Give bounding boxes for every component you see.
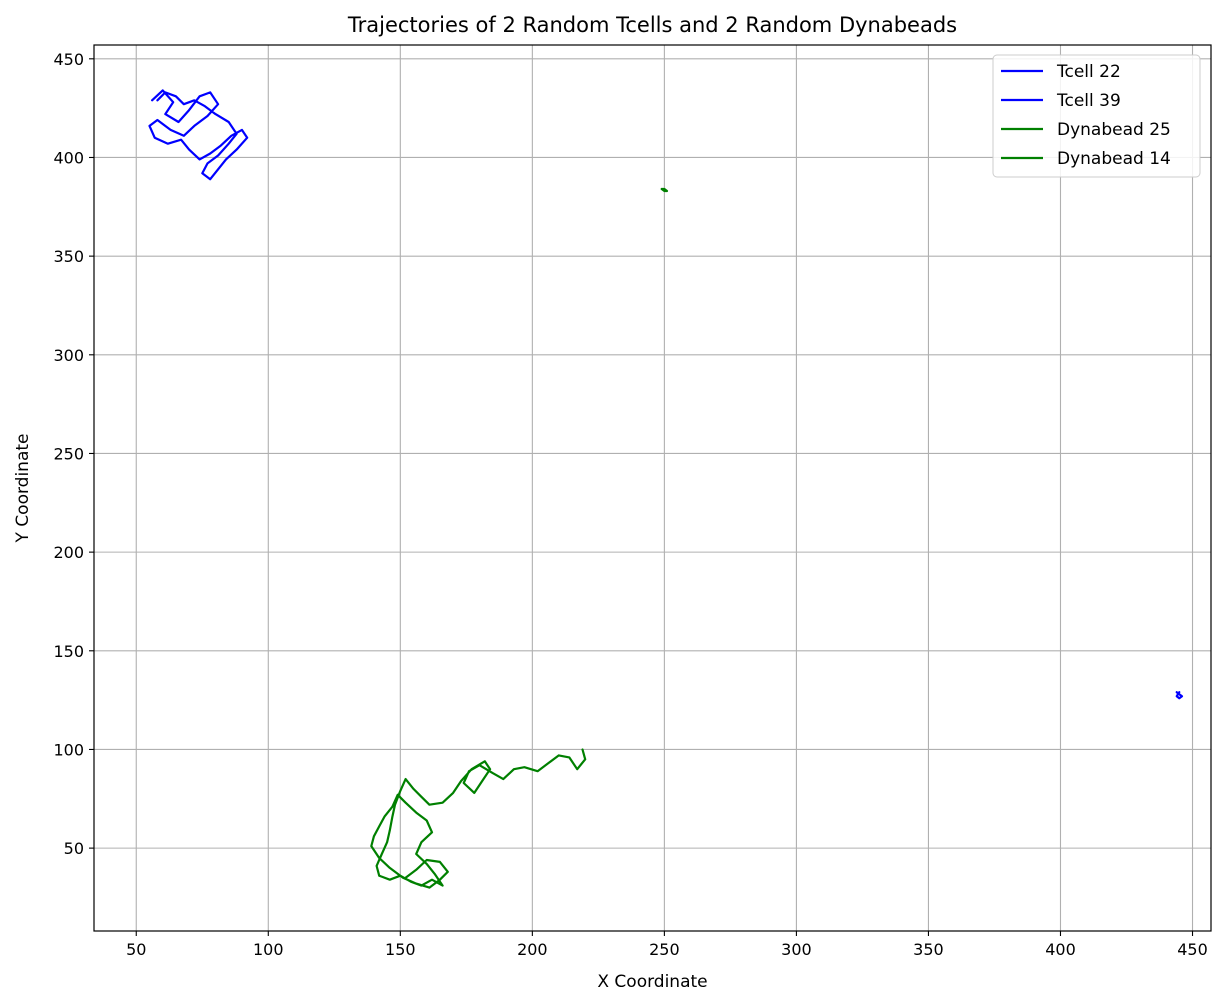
series-line-tcell-39 — [1175, 691, 1184, 700]
y-tick-label: 450 — [53, 50, 84, 69]
x-tick-label: 150 — [385, 940, 416, 959]
y-tick-label: 250 — [53, 444, 84, 463]
y-tick-label: 400 — [53, 148, 84, 167]
x-tick-label: 200 — [517, 940, 548, 959]
x-tick-label: 300 — [781, 940, 812, 959]
y-tick-label: 300 — [53, 346, 84, 365]
legend: Tcell 22 Tcell 39 Dynabead 25 Dynabead 14 — [992, 54, 1201, 178]
y-tick-label: 200 — [53, 543, 84, 562]
y-tick-label: 50 — [64, 839, 84, 858]
x-axis-label: X Coordinate — [597, 972, 707, 992]
series-line-dynabead-25 — [660, 187, 669, 193]
legend-label-tcell-22: Tcell 22 — [1056, 62, 1121, 82]
ticks: 50 100 150 200 250 300 350 400 450 50 100 150 200 250… — [53, 50, 1207, 959]
plot-frame — [93, 44, 1212, 932]
series-line-tcell-22 — [148, 89, 249, 181]
y-tick-label: 150 — [53, 642, 84, 661]
x-tick-label: 50 — [126, 940, 146, 959]
x-tick-label: 400 — [1045, 940, 1076, 959]
legend-label-dynabead-25: Dynabead 25 — [1057, 120, 1171, 140]
series-layer — [148, 89, 1184, 889]
series-line-dynabead-14 — [370, 748, 587, 889]
y-tick-label: 100 — [53, 740, 84, 759]
legend-box — [992, 54, 1201, 178]
grid — [94, 45, 1211, 931]
chart-title: Trajectories of 2 Random Tcells and 2 Ra… — [347, 13, 957, 37]
x-tick-label: 350 — [913, 940, 944, 959]
legend-label-dynabead-14: Dynabead 14 — [1057, 149, 1171, 169]
y-tick-label: 350 — [53, 247, 84, 266]
legend-label-tcell-39: Tcell 39 — [1056, 91, 1121, 111]
x-tick-label: 250 — [649, 940, 680, 959]
x-tick-label: 100 — [253, 940, 284, 959]
x-tick-label: 450 — [1177, 940, 1208, 959]
y-axis-label: Y Coordinate — [13, 434, 33, 544]
